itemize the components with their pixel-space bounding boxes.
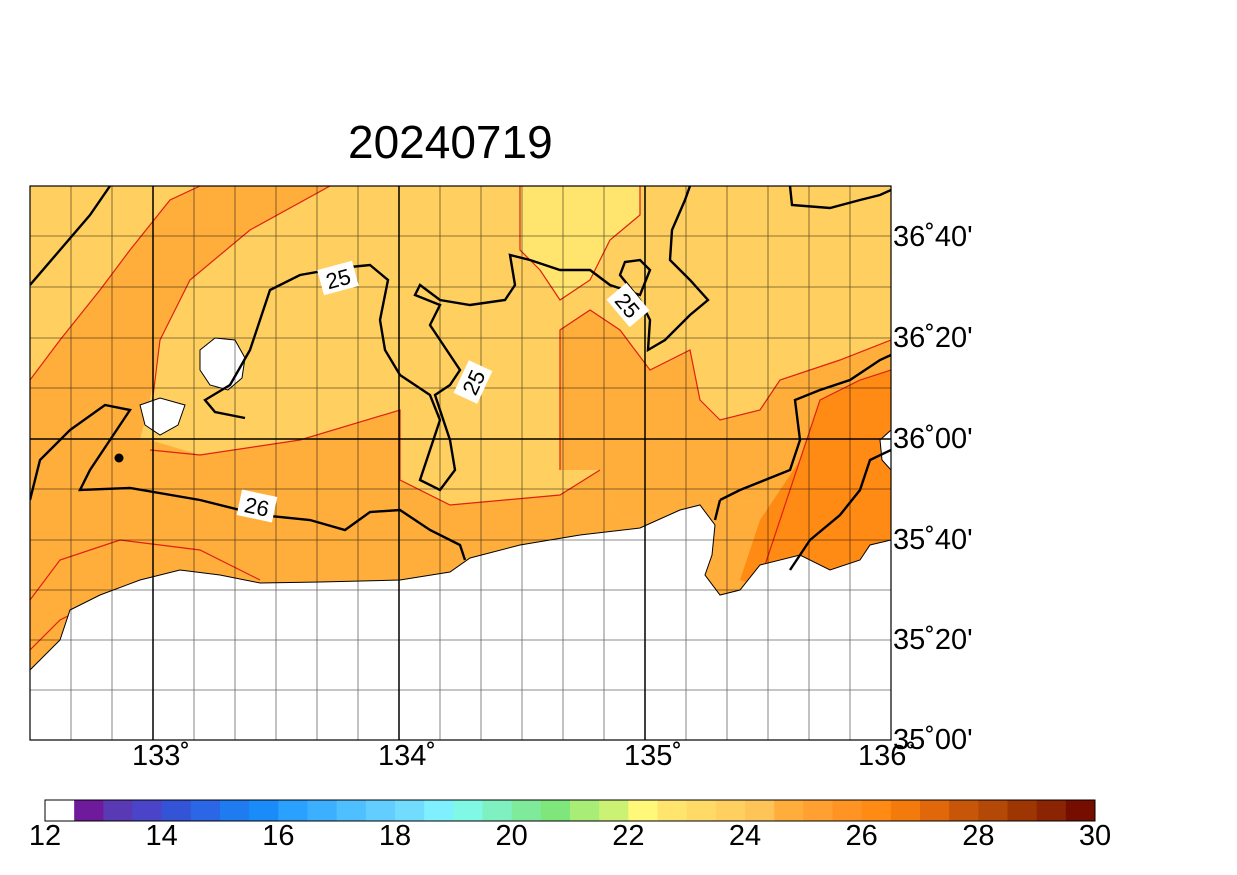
colorbar-swatch: [978, 800, 1008, 821]
colorbar-swatch: [1007, 800, 1038, 821]
colorbar-swatch: [278, 800, 308, 821]
colorbar-swatch: [307, 800, 338, 821]
colorbar-swatch: [74, 800, 104, 821]
colorbar-swatch: [803, 800, 833, 821]
colorbar-swatch: [920, 800, 950, 821]
colorbar-swatch: [220, 800, 250, 821]
colorbar-label: 16: [262, 820, 295, 852]
colorbar-label: 28: [962, 820, 995, 852]
colorbar-swatch: [599, 800, 629, 821]
colorbar-swatch: [715, 800, 746, 821]
lat-label: 36˚40': [893, 221, 973, 253]
colorbar-swatch: [190, 800, 221, 821]
colorbar-swatch: [511, 800, 542, 821]
lon-label: 136˚: [857, 740, 917, 772]
colorbar-swatch: [395, 800, 425, 821]
station-dot: [114, 453, 124, 463]
island-oki-2: [139, 397, 186, 436]
colorbar-swatch: [249, 800, 279, 821]
map-frame: [29, 185, 892, 741]
sea-warm-west: [30, 186, 330, 440]
contour-label: 25: [453, 360, 493, 404]
colorbar-swatch: [832, 800, 863, 821]
colorbar-label: 26: [845, 820, 878, 852]
colorbar-swatch: [949, 800, 979, 821]
sea-cool-patch: [520, 186, 640, 300]
lat-label: 35˚00': [893, 724, 973, 756]
colorbar-swatch: [45, 800, 75, 821]
colorbar-label: 30: [1078, 820, 1112, 852]
colorbar-swatch: [161, 800, 192, 821]
colorbar-label: 12: [28, 820, 62, 852]
colorbar-swatch: [365, 800, 396, 821]
colorbar-swatch: [453, 800, 483, 821]
colorbar-swatch: [745, 800, 775, 821]
contour-label: 25: [317, 260, 359, 296]
colorbar: [44, 799, 1096, 822]
lat-label: 35˚20': [893, 624, 973, 656]
colorbar-label: 18: [378, 820, 412, 852]
lat-label: 35˚40': [893, 524, 973, 556]
colorbar-swatch: [1036, 800, 1067, 821]
colorbar-swatch: [686, 800, 717, 821]
colorbar-swatch: [103, 800, 133, 821]
colorbar-swatch: [628, 800, 658, 821]
colorbar-swatch: [482, 800, 513, 821]
lon-label: 133˚: [131, 740, 191, 772]
land-honshu: [30, 504, 891, 740]
colorbar-label: 24: [728, 820, 762, 852]
colorbar-swatch: [1065, 800, 1096, 821]
colorbar-label: 20: [495, 820, 528, 852]
colorbar-border: [44, 799, 1096, 822]
map-title: 20240719: [348, 116, 553, 168]
colorbar-swatch: [132, 800, 163, 821]
svg-text:26: 26: [242, 492, 271, 522]
colorbar-label: 22: [612, 820, 645, 852]
lon-label: 135˚: [623, 740, 683, 772]
colorbar-swatch: [890, 800, 921, 821]
lon-label: 134˚: [377, 740, 437, 772]
colorbar-swatch: [570, 800, 600, 821]
colorbar-swatch: [540, 800, 571, 821]
lat-label: 36˚00': [893, 423, 973, 455]
colorbar-swatch: [424, 800, 454, 821]
colorbar-swatch: [657, 800, 688, 821]
lat-label: 36˚20': [893, 322, 973, 354]
colorbar-swatch: [336, 800, 367, 821]
colorbar-swatch: [861, 800, 892, 821]
colorbar-label: 14: [145, 820, 178, 852]
colorbar-swatch: [774, 800, 804, 821]
contour-label: 26: [236, 489, 278, 523]
